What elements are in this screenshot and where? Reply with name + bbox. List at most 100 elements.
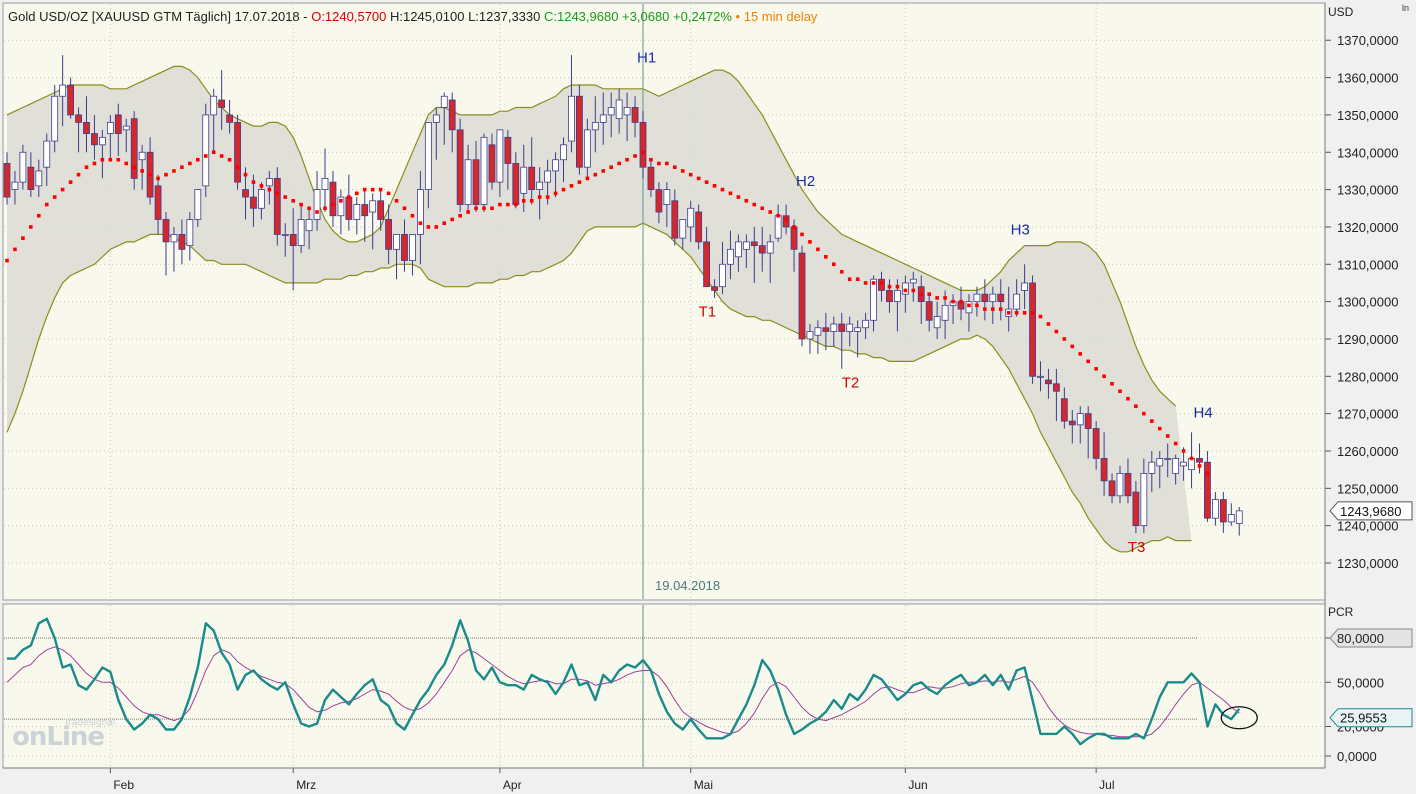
- sar-dot: [219, 154, 224, 158]
- sar-dot: [696, 176, 701, 181]
- sar-dot: [251, 180, 256, 184]
- price-tick-label: 1270,0000: [1337, 407, 1398, 422]
- candle-body: [1235, 510, 1243, 524]
- sar-dot: [991, 307, 995, 311]
- candle-body: [560, 144, 567, 161]
- maximize-icon[interactable]: ln: [1402, 3, 1410, 13]
- sar-dot: [903, 288, 908, 293]
- candle-body: [250, 196, 257, 209]
- sar-dot: [378, 187, 383, 192]
- sar-dot: [148, 172, 152, 177]
- sar-dot: [13, 247, 17, 252]
- sar-dot: [529, 199, 534, 203]
- sar-dot: [593, 172, 598, 177]
- candle-body: [854, 327, 862, 332]
- sar-dot: [418, 221, 423, 226]
- candle-body: [91, 133, 98, 146]
- candle-body: [1076, 413, 1084, 426]
- sar-dot: [1150, 419, 1154, 423]
- sar-dot: [983, 307, 987, 311]
- x-axis-label: Mai: [694, 778, 713, 792]
- candle-body: [369, 200, 377, 213]
- sar-dot: [92, 161, 97, 166]
- sar-dot: [370, 187, 375, 192]
- sar-dot: [704, 180, 709, 184]
- candle-body: [591, 121, 599, 131]
- sar-dot: [617, 161, 621, 166]
- candle-body: [393, 234, 400, 250]
- peak-label: H4: [1194, 404, 1213, 421]
- sar-dot: [323, 206, 327, 211]
- sar-dot: [132, 165, 136, 169]
- sar-dot: [299, 202, 303, 207]
- sar-dot: [561, 187, 566, 192]
- candle-body: [218, 99, 226, 108]
- candle-body: [623, 107, 631, 116]
- sar-dot: [1134, 404, 1138, 408]
- candle-body: [472, 159, 480, 205]
- sar-dot: [847, 277, 852, 282]
- sar-dot: [927, 292, 931, 296]
- candle-body: [1021, 282, 1028, 291]
- candle-body: [830, 323, 838, 332]
- sar-dot: [951, 299, 955, 304]
- candle-body: [727, 248, 734, 265]
- date-marker-label: 19.04.2018: [655, 578, 720, 593]
- candle-body: [790, 226, 798, 250]
- last-price-value: 1243,9680: [1340, 504, 1401, 519]
- candle-body: [901, 282, 909, 295]
- price-tick-label: 1320,0000: [1337, 220, 1398, 235]
- candle-body: [965, 301, 973, 314]
- pcr-tick-label: 50,0000: [1337, 675, 1384, 690]
- candle-body: [75, 114, 82, 123]
- price-tick-label: 1260,0000: [1337, 444, 1398, 459]
- tradesignal-logo: Tradesignal onLine: [12, 718, 115, 752]
- candle-body: [210, 95, 218, 116]
- pcr-main-line: [7, 617, 1241, 746]
- candle-body: [440, 95, 448, 108]
- candle-body: [43, 140, 51, 168]
- candle-body: [663, 189, 671, 205]
- candle-body: [202, 114, 210, 187]
- candle-body: [1108, 480, 1116, 497]
- sar-dot: [1142, 411, 1146, 416]
- candle-body: [1092, 428, 1100, 459]
- sar-dot: [29, 225, 33, 229]
- peak-label: H1: [637, 50, 656, 67]
- trough-label: T1: [699, 304, 717, 321]
- header-delay-dot: •: [731, 9, 744, 24]
- sar-dot: [665, 161, 669, 166]
- sar-dot: [482, 206, 486, 211]
- candle-body: [639, 121, 647, 168]
- candle-body: [878, 278, 885, 291]
- sar-dot: [402, 206, 407, 211]
- pcr-tick-label: 80,0000: [1337, 631, 1384, 646]
- sar-dot: [1054, 329, 1059, 334]
- candle-body: [122, 125, 130, 131]
- candle-body: [242, 189, 249, 198]
- candle-body: [1227, 514, 1235, 523]
- price-tick-label: 1360,0000: [1337, 71, 1398, 86]
- candle-body: [894, 290, 901, 303]
- sar-dot: [1205, 471, 1210, 476]
- sar-dot: [1110, 381, 1114, 386]
- last-price-tag: [1329, 501, 1413, 521]
- candle-body: [742, 241, 750, 250]
- candle-body: [1219, 499, 1227, 523]
- candle-body: [59, 84, 67, 97]
- candle-body: [114, 114, 122, 134]
- sar-dot: [808, 240, 812, 244]
- pcr-last-tag: [1329, 708, 1413, 728]
- sar-dot: [386, 191, 391, 196]
- candle-body: [599, 114, 607, 123]
- candle-body: [1084, 413, 1092, 429]
- sar-dot: [498, 202, 502, 207]
- candle-body: [758, 245, 766, 254]
- sar-dot: [832, 262, 836, 267]
- price-tick-label: 1240,0000: [1337, 519, 1398, 534]
- price-tick-label: 1310,0000: [1337, 257, 1398, 272]
- sar-dot: [44, 202, 49, 207]
- sar-dot: [283, 195, 288, 199]
- candle-body: [583, 129, 591, 168]
- sar-dot: [307, 206, 311, 211]
